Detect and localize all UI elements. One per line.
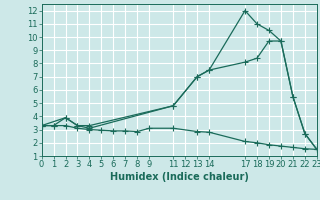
X-axis label: Humidex (Indice chaleur): Humidex (Indice chaleur): [110, 172, 249, 182]
